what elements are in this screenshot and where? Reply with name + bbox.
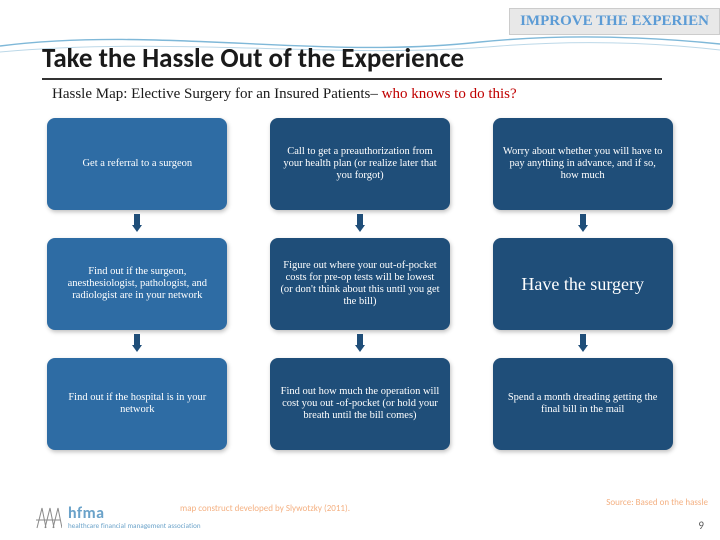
hassle-cell: Call to get a preauthorization from your…: [269, 118, 452, 210]
hassle-box: Figure out where your out-of-pocket cost…: [270, 238, 450, 330]
connector-down: [355, 334, 365, 352]
source-caption: Source: Based on the hassle: [606, 497, 708, 508]
connector-down: [132, 334, 142, 352]
hassle-cell: Figure out where your out-of-pocket cost…: [269, 238, 452, 330]
hassle-cell: Find out how much the operation will cos…: [269, 358, 452, 450]
connector-down: [578, 334, 588, 352]
hassle-cell: Have the surgery: [491, 238, 674, 330]
hassle-cell: Get a referral to a surgeon: [46, 118, 229, 210]
hfma-logo: hfma healthcare financial management ass…: [34, 504, 201, 530]
slide-title: Take the Hassle Out of the Experience: [42, 42, 464, 75]
banner-improve: IMPROVE THE EXPERIEN: [509, 8, 720, 35]
source-caption-tail: map construct developed by Slywotzky (20…: [180, 503, 350, 514]
hassle-box: Find out if the surgeon, anesthesiologis…: [47, 238, 227, 330]
hassle-box: Get a referral to a surgeon: [47, 118, 227, 210]
hassle-grid: Get a referral to a surgeon Call to get a…: [46, 118, 674, 450]
hassle-box: Find out if the hospital is in your netw…: [47, 358, 227, 450]
slide: IMPROVE THE EXPERIEN Take the Hassle Out…: [0, 0, 720, 540]
connector-down: [132, 214, 142, 232]
hfma-logo-abbr: hfma: [68, 506, 201, 522]
hassle-box: Call to get a preauthorization from your…: [270, 118, 450, 210]
hfma-logo-mark: [34, 504, 62, 530]
connector-down: [355, 214, 365, 232]
slide-subtitle: Hassle Map: Elective Surgery for an Insu…: [52, 86, 517, 103]
title-underline: [42, 78, 662, 80]
hassle-cell: Spend a month dreading getting the final…: [491, 358, 674, 450]
page-number: 9: [698, 519, 704, 532]
hassle-box: Find out how much the operation will cos…: [270, 358, 450, 450]
hfma-logo-full: healthcare financial management associat…: [68, 522, 201, 529]
connector-down: [578, 214, 588, 232]
hassle-box: Have the surgery: [493, 238, 673, 330]
hassle-box: Worry about whether you will have to pay…: [493, 118, 673, 210]
subtitle-main: Hassle Map: Elective Surgery for an Insu…: [52, 86, 382, 102]
hassle-box: Spend a month dreading getting the final…: [493, 358, 673, 450]
hassle-cell: Find out if the hospital is in your netw…: [46, 358, 229, 450]
hassle-cell: Find out if the surgeon, anesthesiologis…: [46, 238, 229, 330]
hassle-cell: Worry about whether you will have to pay…: [491, 118, 674, 210]
subtitle-highlight: who knows to do this?: [382, 86, 517, 102]
